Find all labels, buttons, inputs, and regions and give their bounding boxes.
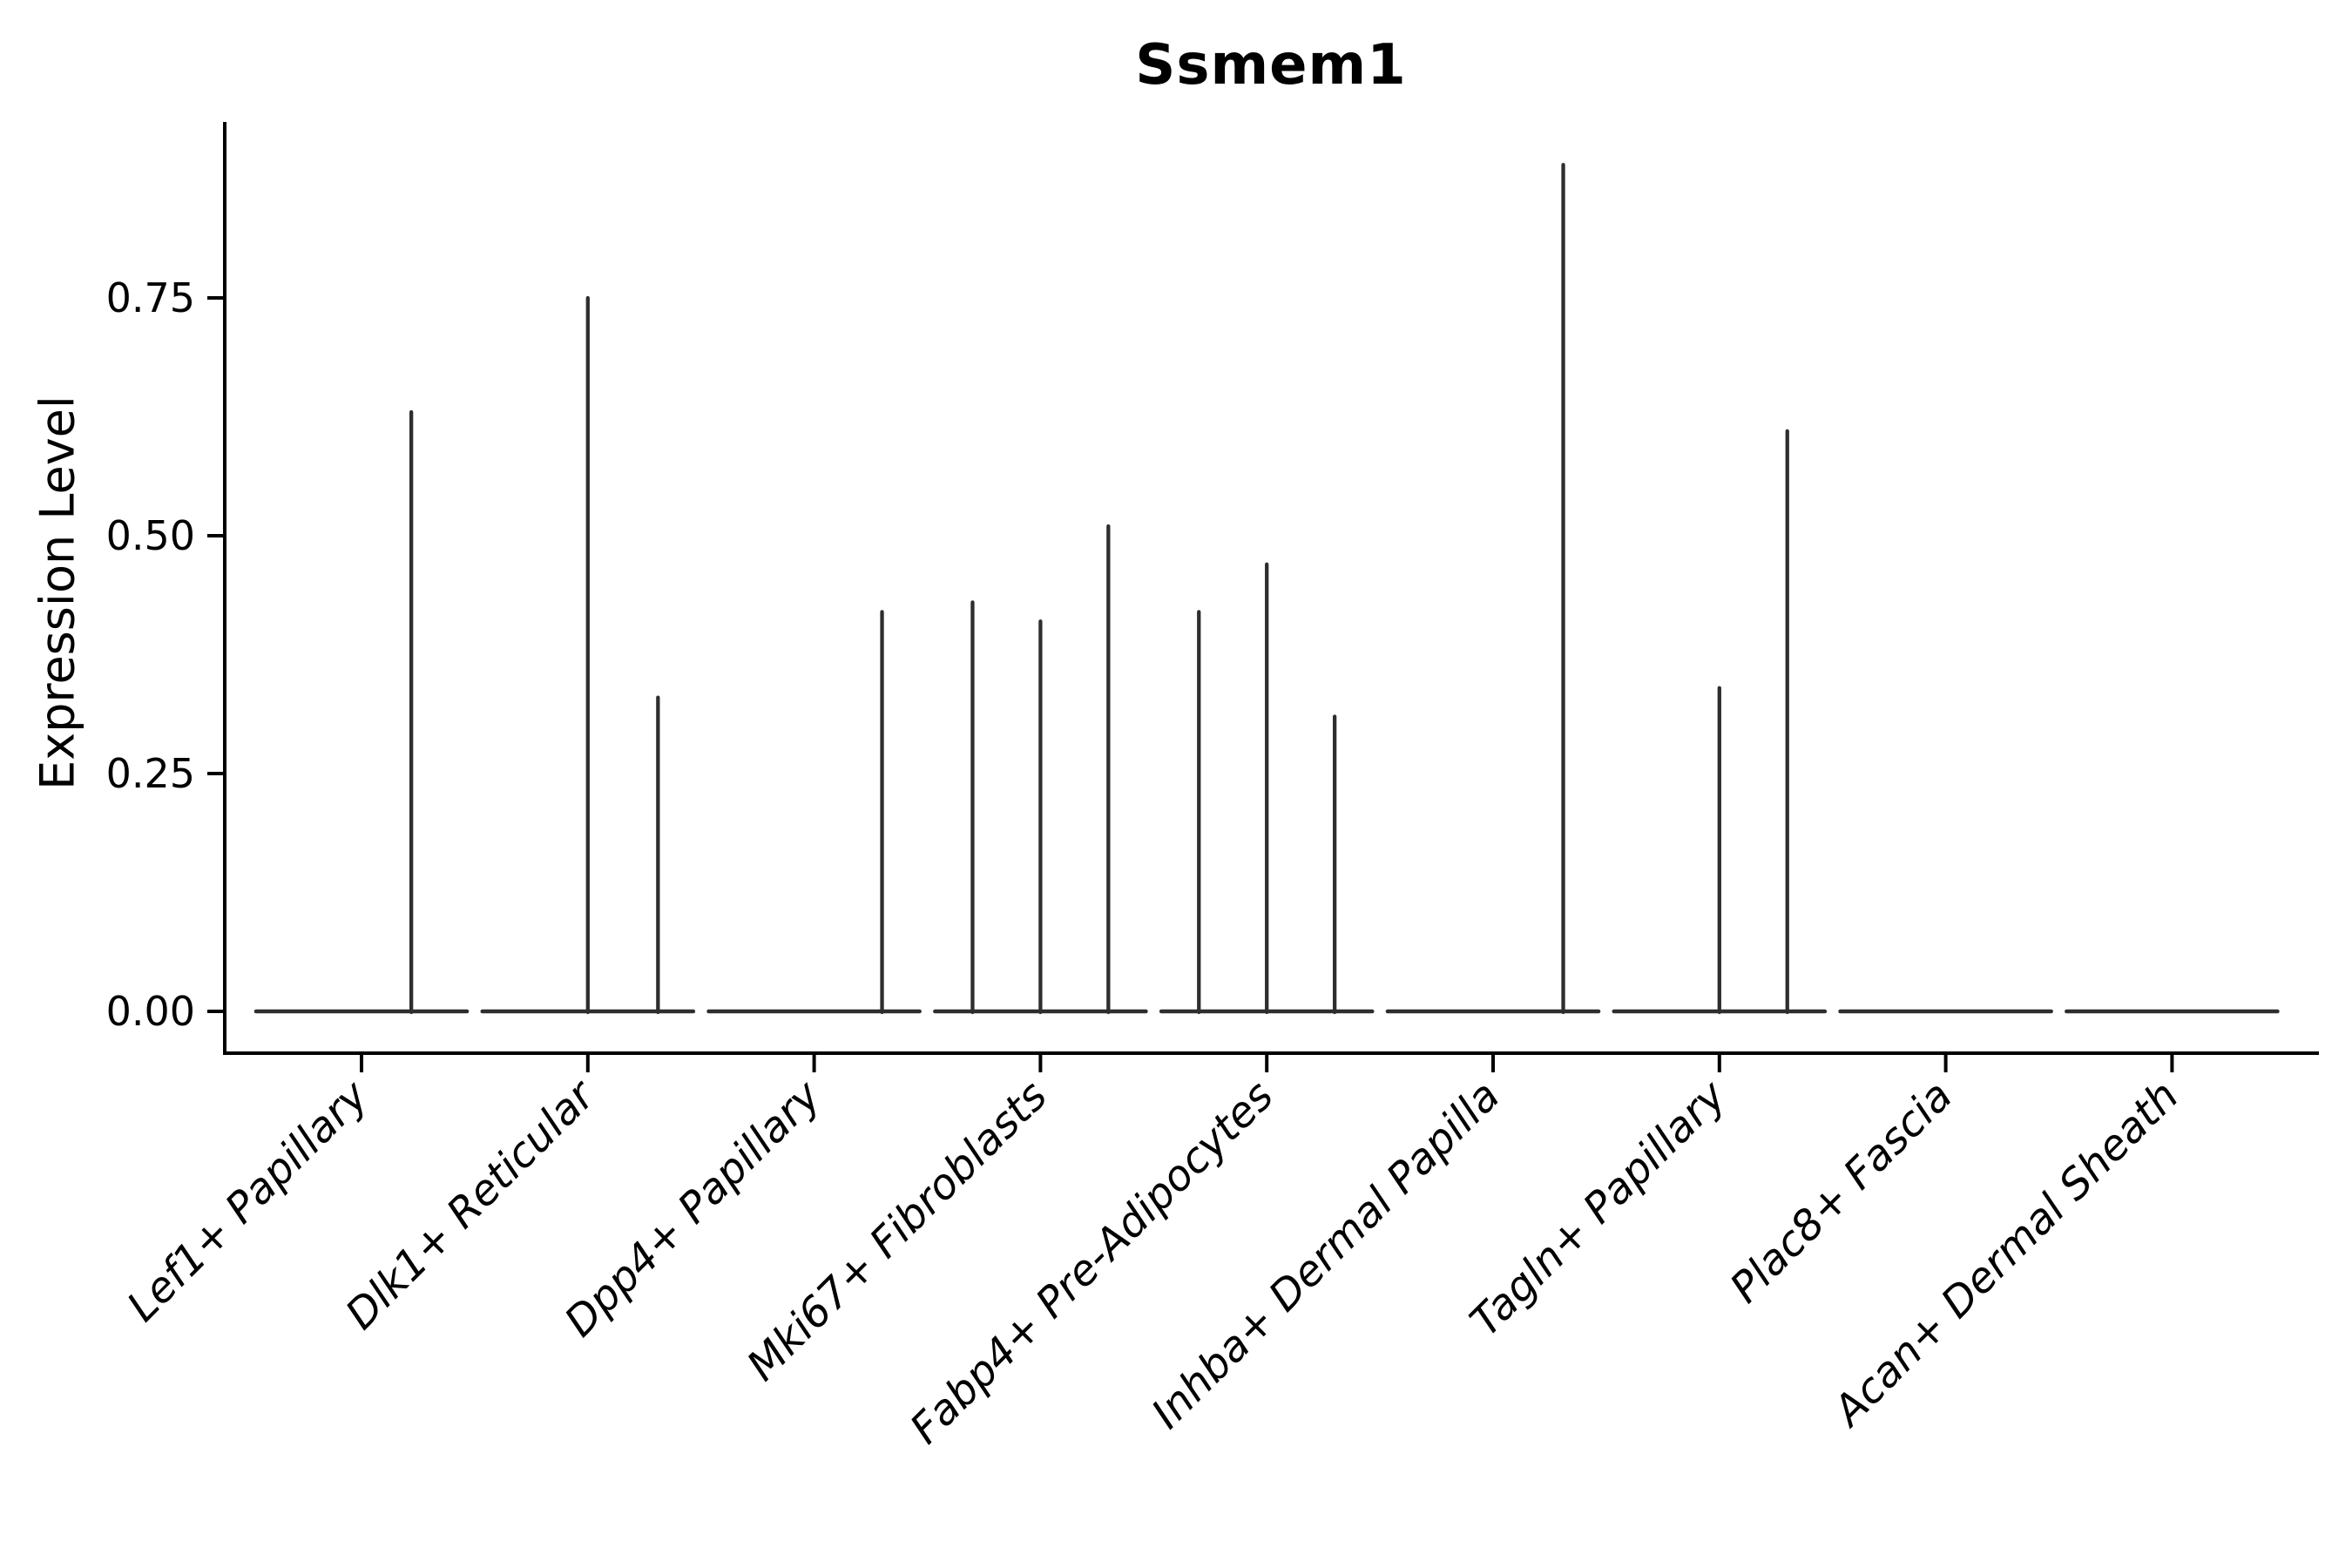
x-tick-label: Dlk1+ Reticular: [336, 1070, 606, 1340]
y-tick-label: 0.75: [106, 274, 195, 321]
y-tick-label: 0.50: [106, 512, 195, 559]
x-tick-label: Lef1+ Papillary: [118, 1071, 378, 1331]
plot-title: Ssmem1: [1135, 33, 1407, 98]
x-tick-label: Fabp4+ Pre-Adipocytes: [901, 1071, 1283, 1454]
y-tick-label: 0.25: [106, 750, 195, 797]
y-tick-label: 0.00: [106, 988, 195, 1035]
x-tick-label: Plac8+ Fascia: [1720, 1071, 1962, 1313]
